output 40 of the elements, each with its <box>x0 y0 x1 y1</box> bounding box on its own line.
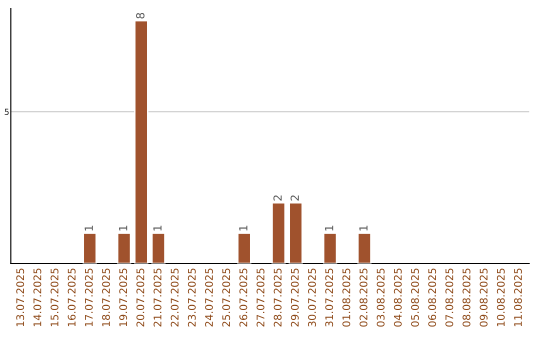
x-tick-label: 31.07.2025 <box>325 268 334 327</box>
x-tick-label: 14.07.2025 <box>33 268 42 326</box>
x-tick-label: 16.07.2025 <box>68 268 76 326</box>
x-tick-label: 09.08.2025 <box>480 268 488 327</box>
x-tick-label: 24.07.2025 <box>205 268 213 327</box>
x-tick-label: 18.07.2025 <box>102 268 110 326</box>
x-tick-label: 07.08.2025 <box>445 268 454 327</box>
x-tick-label: 30.07.2025 <box>308 268 316 327</box>
x-tick-label: 02.08.2025 <box>360 268 368 327</box>
x-tick-label: 22.07.2025 <box>170 268 179 327</box>
x-tick-label: 13.07.2025 <box>16 268 24 326</box>
data-label: 2 <box>273 195 282 201</box>
x-tick-label: 01.08.2025 <box>342 268 350 327</box>
data-label: 2 <box>290 195 299 201</box>
x-tick-label: 05.08.2025 <box>411 268 419 327</box>
data-label: 8 <box>136 12 144 18</box>
data-label: 1 <box>239 226 248 231</box>
x-tick-label: 17.07.2025 <box>84 268 93 326</box>
data-label: 1 <box>359 226 368 231</box>
x-tick-label: 19.07.2025 <box>119 268 128 326</box>
x-tick-label: 20.07.2025 <box>136 268 144 327</box>
x-tick-label: 28.07.2025 <box>274 268 282 327</box>
data-label: 1 <box>119 226 128 231</box>
y-tick-label: 5 <box>4 108 9 115</box>
x-tick-label: 10.08.2025 <box>496 268 505 326</box>
x-tick-label: 15.07.2025 <box>50 268 58 326</box>
x-tick-label: 29.07.2025 <box>290 268 299 327</box>
x-tick-label: 03.08.2025 <box>376 268 385 327</box>
x-tick-label: 06.08.2025 <box>428 268 436 327</box>
data-label: 1 <box>325 226 334 231</box>
x-tick-label: 23.07.2025 <box>188 268 196 327</box>
x-tick-label: 26.07.2025 <box>239 268 248 327</box>
x-tick-label: 04.08.2025 <box>394 268 402 327</box>
x-tick-label: 11.08.2025 <box>514 268 522 326</box>
x-tick-label: 08.08.2025 <box>462 268 470 327</box>
data-label: 1 <box>84 226 93 231</box>
x-tick-label: 27.07.2025 <box>256 268 264 327</box>
x-tick-label: 25.07.2025 <box>222 268 230 327</box>
x-tick-label: 21.07.2025 <box>154 268 162 327</box>
data-label: 1 <box>153 226 162 231</box>
